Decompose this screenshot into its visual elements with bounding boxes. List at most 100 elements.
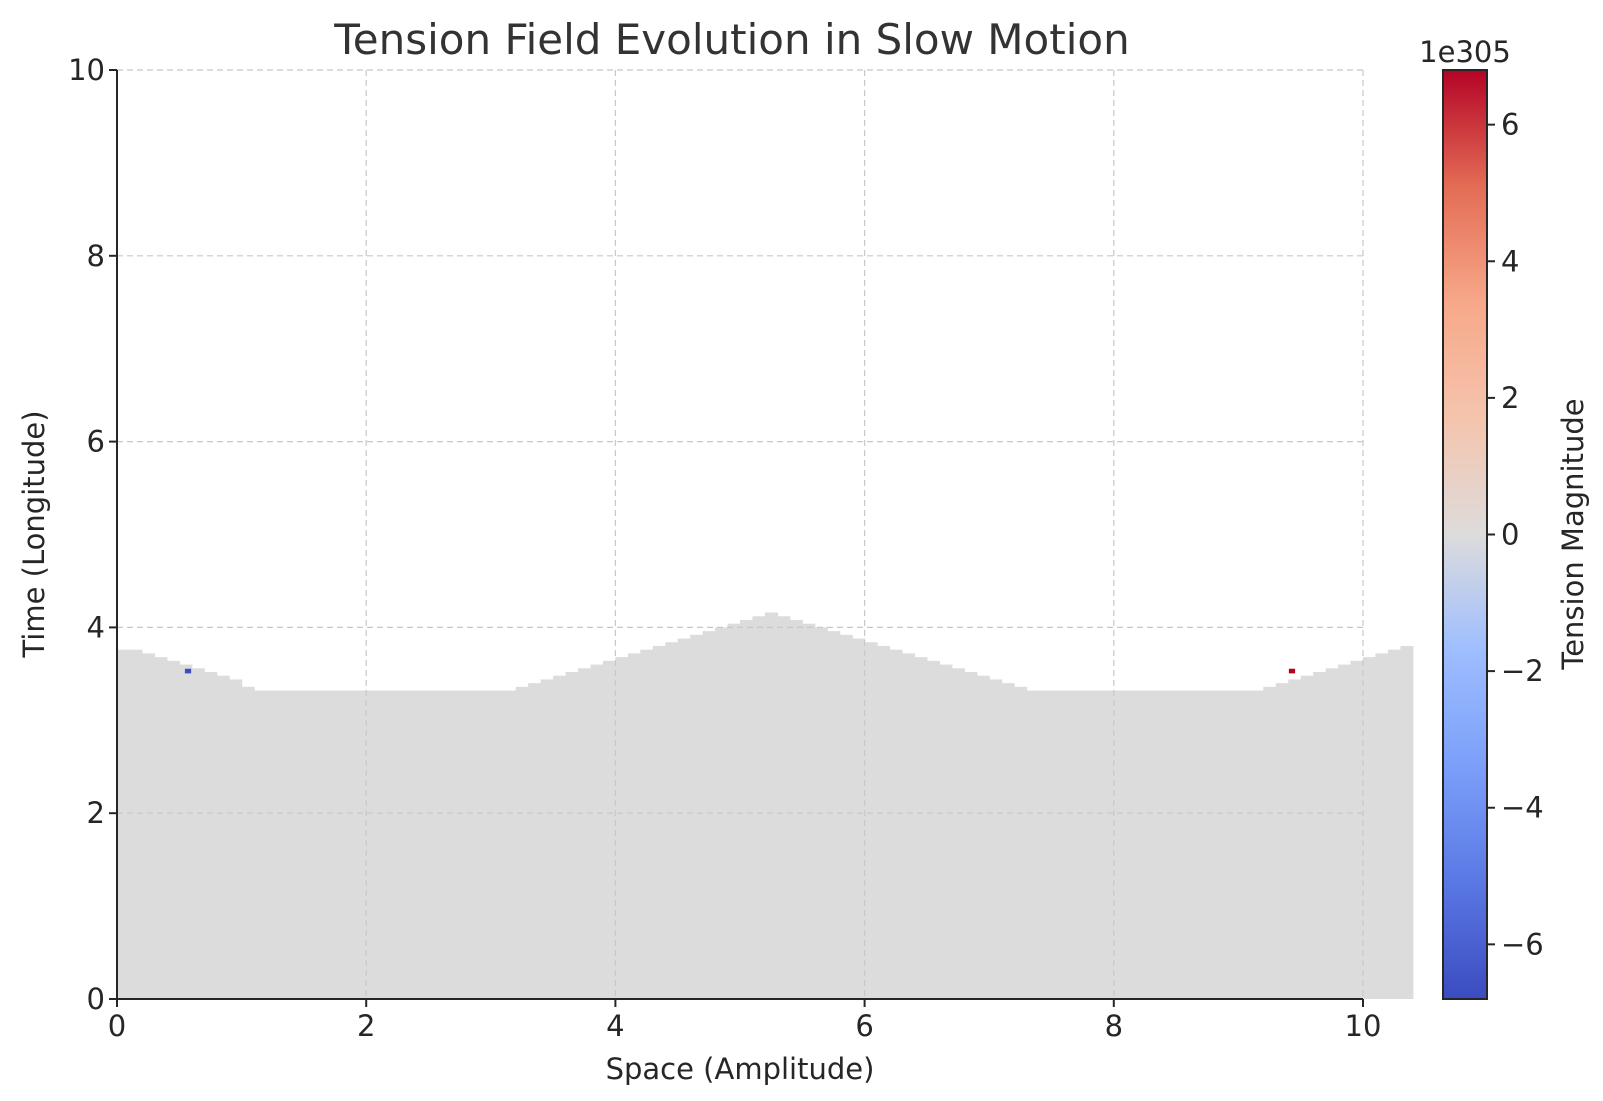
heatmap-column xyxy=(1101,690,1115,999)
y-ticks: 0 2 4 6 8 10 xyxy=(68,53,117,1016)
heatmap-column xyxy=(665,642,679,999)
heatmap-column xyxy=(1176,690,1190,999)
colorbar-tick-label: −2 xyxy=(1501,654,1544,688)
heatmap-column xyxy=(229,679,243,999)
y-tick-label: 10 xyxy=(68,53,105,87)
heatmap-column xyxy=(1313,671,1327,999)
heatmap-column xyxy=(1188,690,1202,999)
x-tick-label: 10 xyxy=(1345,1009,1382,1043)
heatmap-column xyxy=(1063,690,1078,999)
heatmap-column xyxy=(964,671,978,999)
heatmap-field xyxy=(117,612,1414,999)
heatmap-column xyxy=(428,690,442,999)
heatmap-column xyxy=(1076,690,1090,999)
heatmap-column xyxy=(789,619,803,999)
heatmap-column xyxy=(914,657,928,999)
heatmap-column xyxy=(303,690,317,999)
heatmap-column xyxy=(391,690,405,999)
colorbar-tick-label: 0 xyxy=(1501,518,1519,552)
colorbar-gradient xyxy=(1442,69,1488,1000)
heatmap-column xyxy=(989,679,1003,999)
heatmap-column xyxy=(889,649,903,999)
heatmap-column xyxy=(702,631,716,999)
heatmap-column xyxy=(341,690,355,999)
heatmap-column xyxy=(1250,690,1264,999)
heatmap-column xyxy=(802,623,816,999)
heatmap-column xyxy=(677,638,691,999)
heatmap-column xyxy=(901,653,916,999)
y-tick-label: 0 xyxy=(87,982,105,1016)
heatmap-column xyxy=(1338,664,1352,999)
colorbar-tick-label: −4 xyxy=(1501,791,1544,825)
chart-title: Tension Field Evolution in Slow Motion xyxy=(333,15,1129,64)
heatmap-column xyxy=(864,642,878,999)
heatmap-column xyxy=(1039,690,1053,999)
heatmap-column xyxy=(478,690,492,999)
heatmap-column xyxy=(179,664,193,999)
heatmap-column xyxy=(1051,690,1065,999)
heatmap-column xyxy=(129,649,143,999)
x-tick-label: 8 xyxy=(1105,1009,1123,1043)
heatmap-column xyxy=(353,690,367,999)
heatmap-column xyxy=(976,675,990,999)
heatmap-column xyxy=(1300,675,1314,999)
heatmap-column xyxy=(316,690,330,999)
heatmap-column xyxy=(1001,683,1015,999)
heatmap-column xyxy=(465,690,479,999)
heatmap-column xyxy=(1275,683,1289,999)
heatmap-column xyxy=(1014,686,1028,999)
heatmap-column xyxy=(951,668,965,999)
colorbar-label: Tension Magnitude xyxy=(1556,398,1590,670)
heatmap-column xyxy=(627,653,641,999)
heatmap-column xyxy=(1213,690,1227,999)
heatmap-column xyxy=(1201,690,1215,999)
heatmap-column xyxy=(241,686,255,999)
heatmap-column xyxy=(565,671,579,999)
x-ticks: 0 2 4 6 8 10 xyxy=(108,999,1382,1043)
heatmap-column xyxy=(403,690,417,999)
heatmap-column xyxy=(553,675,567,999)
heatmap-column xyxy=(291,690,305,999)
heatmap-column xyxy=(764,612,778,999)
heatmap-column xyxy=(1288,679,1302,999)
heatmap-column xyxy=(839,634,853,999)
heatmap-column xyxy=(378,690,392,999)
heatmap-column xyxy=(278,690,293,999)
heatmap-column xyxy=(1375,653,1389,999)
heatmap-column xyxy=(777,616,791,999)
colorbar-tick-label: 4 xyxy=(1501,244,1519,278)
heatmap-column xyxy=(1263,686,1277,999)
x-axis-label: Space (Amplitude) xyxy=(606,1052,875,1086)
heatmap-column xyxy=(1238,690,1252,999)
heatmap-column xyxy=(154,657,168,999)
heatmap-column xyxy=(827,631,841,999)
y-tick-label: 6 xyxy=(87,425,105,459)
heatmap-column xyxy=(1350,660,1364,999)
heatmap-column xyxy=(939,664,953,999)
x-tick-label: 6 xyxy=(855,1009,873,1043)
heatmap-column xyxy=(117,649,131,999)
heatmap-column xyxy=(204,671,218,999)
heatmap-column xyxy=(266,690,280,999)
x-tick-label: 2 xyxy=(357,1009,375,1043)
heatmap-column xyxy=(1088,690,1102,999)
heatmap-column xyxy=(416,690,430,999)
heatmap-column xyxy=(1113,690,1127,999)
heatmap-column xyxy=(690,634,704,999)
heatmap-column xyxy=(602,660,616,999)
heatmap-column xyxy=(1387,649,1401,999)
colorbar-tick-label: 2 xyxy=(1501,381,1519,415)
y-tick-label: 4 xyxy=(87,610,105,644)
heatmap-column xyxy=(1026,690,1040,999)
heatmap-column xyxy=(1163,690,1177,999)
colorbar-tick-label: −6 xyxy=(1501,927,1544,961)
heatmap-column xyxy=(366,690,380,999)
heatmap-column xyxy=(141,653,155,999)
heatmap-column xyxy=(615,657,629,999)
heatmap-column xyxy=(216,675,230,999)
heatmap-column xyxy=(852,638,866,999)
heatmap-column xyxy=(1138,690,1152,999)
heatmap-column xyxy=(727,623,741,999)
heatmap-column xyxy=(590,664,604,999)
